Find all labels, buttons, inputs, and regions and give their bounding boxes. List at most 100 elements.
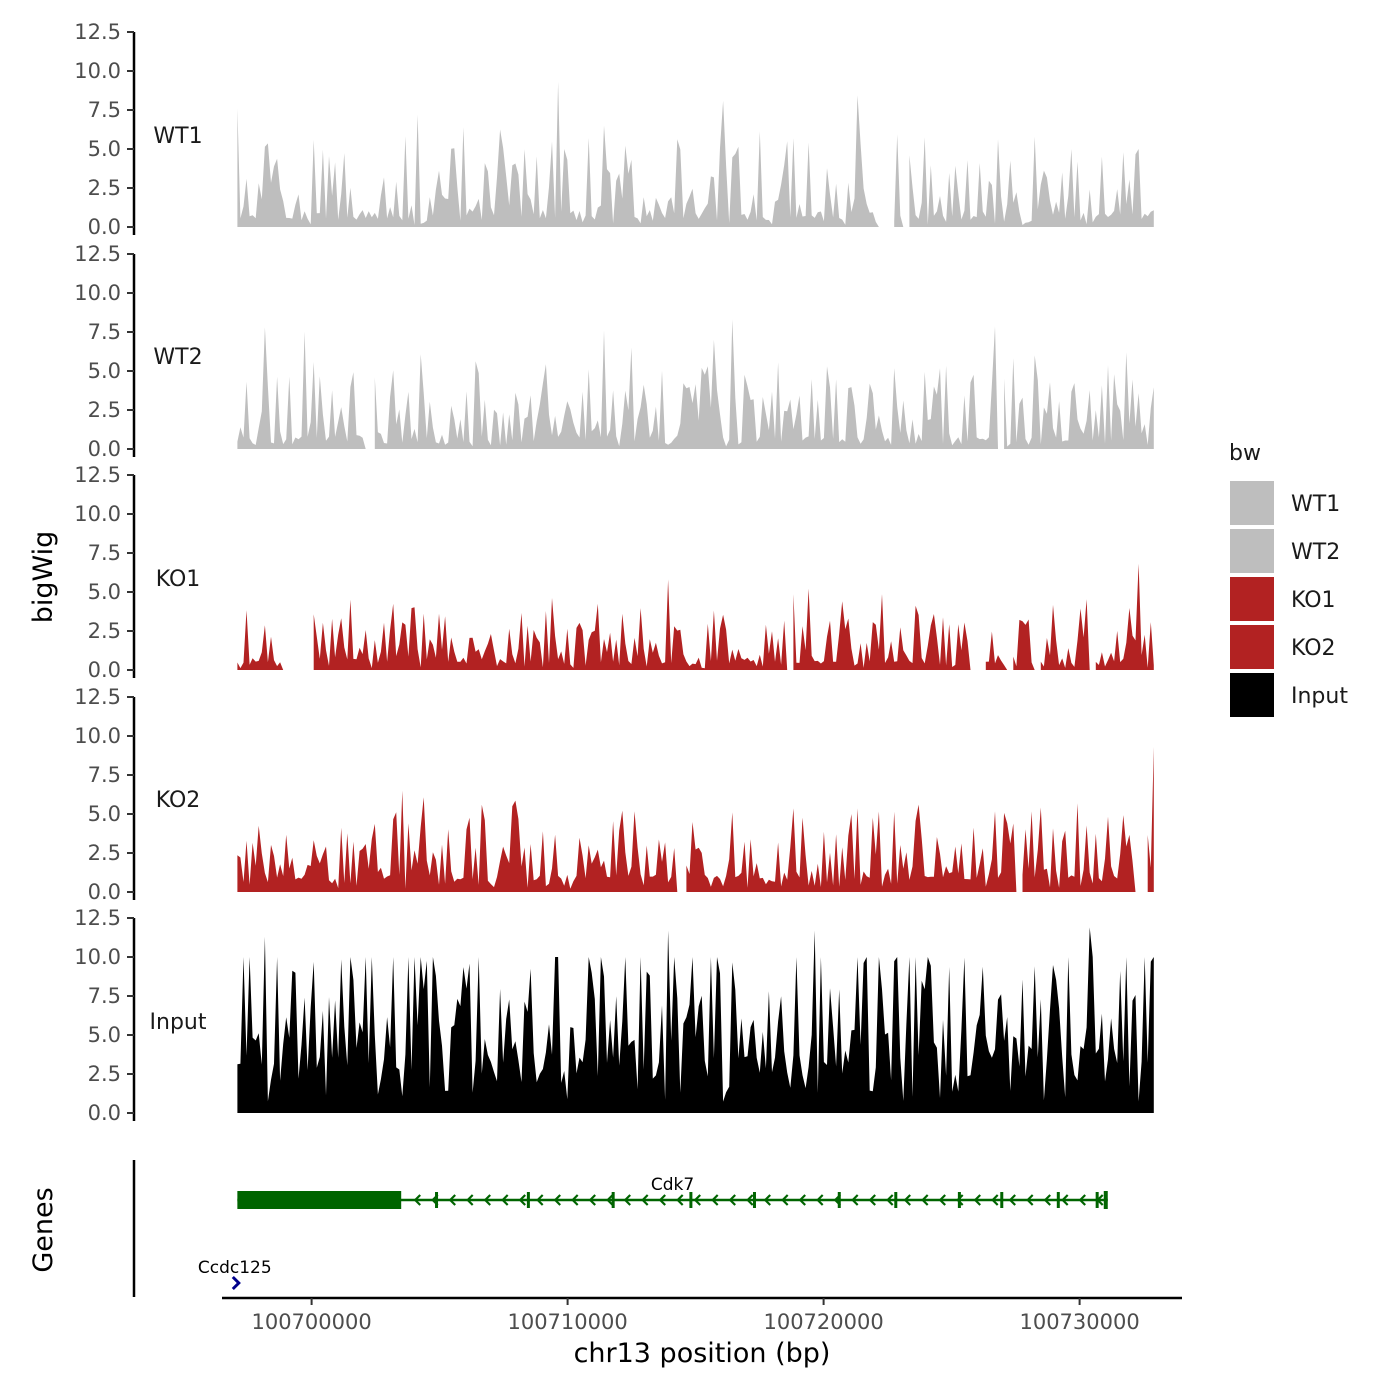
y-tick-label: 10.0 bbox=[74, 945, 121, 969]
legend: bw WT1 WT2 KO1 KO2 Input bbox=[1229, 441, 1348, 717]
strand-arrow bbox=[763, 1194, 771, 1206]
strand-arrow bbox=[938, 1194, 946, 1206]
strand-arrow bbox=[781, 1194, 789, 1206]
strand-arrow bbox=[501, 1194, 509, 1206]
strand-arrow bbox=[676, 1194, 684, 1206]
y-tick-label: 10.0 bbox=[74, 59, 121, 83]
y-tick-label: 7.5 bbox=[88, 541, 121, 565]
x-axis: 100700000 100710000 100720000 100730000 bbox=[222, 1296, 1182, 1334]
legend-label: Input bbox=[1291, 684, 1348, 709]
track-wt1: 0.0 2.5 5.0 7.5 10.0 12.5 WT1 bbox=[74, 20, 1154, 239]
signal-area bbox=[237, 319, 1154, 449]
y-tick-label: 12.5 bbox=[74, 242, 121, 266]
strand-arrow bbox=[518, 1194, 526, 1206]
strand-arrow bbox=[798, 1194, 806, 1206]
track-ko2: 0.0 2.5 5.0 7.5 10.0 12.5 KO2 bbox=[74, 685, 1154, 904]
gene-exon bbox=[1056, 1192, 1060, 1208]
y-tick-label: 5.0 bbox=[88, 802, 121, 826]
gene-exon bbox=[1000, 1192, 1004, 1208]
strand-arrow bbox=[903, 1194, 911, 1206]
y-tick-label: 0.0 bbox=[88, 880, 121, 904]
gene-exon bbox=[957, 1192, 961, 1208]
strand-arrow bbox=[448, 1194, 456, 1206]
strand-arrow bbox=[851, 1194, 859, 1206]
legend-label: KO1 bbox=[1291, 588, 1336, 613]
signal-area bbox=[237, 81, 1154, 228]
x-tick-label: 100710000 bbox=[507, 1310, 627, 1334]
x-tick-label: 100700000 bbox=[251, 1310, 371, 1334]
strand-arrow bbox=[973, 1194, 981, 1206]
y-tick-label: 0.0 bbox=[88, 437, 121, 461]
signal-area bbox=[237, 746, 1154, 892]
legend-label: WT1 bbox=[1291, 492, 1340, 517]
strand-arrow bbox=[868, 1194, 876, 1206]
strand-arrow bbox=[413, 1194, 421, 1206]
y-tick-label: 2.5 bbox=[88, 1062, 121, 1086]
y-tick-label: 12.5 bbox=[74, 906, 121, 930]
gene-ccdc125-arrow bbox=[231, 1275, 241, 1291]
track-input: 0.0 2.5 5.0 7.5 10.0 12.5 Input bbox=[74, 906, 1154, 1125]
y-tick-label: 0.0 bbox=[88, 658, 121, 682]
y-tick-label: 5.0 bbox=[88, 580, 121, 604]
y-tick-label: 10.0 bbox=[74, 724, 121, 748]
x-axis-title: chr13 position (bp) bbox=[574, 1338, 831, 1369]
y-tick-label: 7.5 bbox=[88, 320, 121, 344]
legend-key bbox=[1230, 673, 1274, 717]
bigwig-tracks: 0.0 2.5 5.0 7.5 10.0 12.5 WT1 0.0 2.5 5.0 7.5 10.0 1… bbox=[74, 20, 1154, 1125]
strand-arrow bbox=[571, 1194, 579, 1206]
y-tick-label: 10.0 bbox=[74, 281, 121, 305]
gene-exon bbox=[894, 1192, 898, 1208]
y-tick-label: 5.0 bbox=[88, 1023, 121, 1047]
strand-arrow bbox=[693, 1194, 701, 1206]
strand-arrow bbox=[991, 1194, 999, 1206]
signal-area bbox=[237, 927, 1154, 1113]
strand-arrow bbox=[921, 1194, 929, 1206]
gene-exon bbox=[1095, 1192, 1099, 1208]
gene-exon bbox=[435, 1192, 439, 1208]
strand-arrow bbox=[956, 1194, 964, 1206]
strand-arrow bbox=[483, 1194, 491, 1206]
strand-arrow bbox=[1026, 1194, 1034, 1206]
strand-arrow bbox=[728, 1194, 736, 1206]
y-tick-label: 2.5 bbox=[88, 841, 121, 865]
y-axis-title: bigWig bbox=[28, 531, 59, 624]
y-tick-label: 7.5 bbox=[88, 984, 121, 1008]
genes-track: Cdk7 Ccdc125 bbox=[132, 1160, 1108, 1297]
y-tick-label: 12.5 bbox=[74, 685, 121, 709]
gene-exon bbox=[689, 1192, 693, 1208]
genes-axis-title: Genes bbox=[28, 1187, 59, 1272]
strand-arrow bbox=[588, 1194, 596, 1206]
legend-title: bw bbox=[1229, 441, 1261, 466]
strand-arrow bbox=[746, 1194, 754, 1206]
y-tick-label: 2.5 bbox=[88, 398, 121, 422]
strand-arrow bbox=[816, 1194, 824, 1206]
strand-arrow bbox=[1061, 1194, 1069, 1206]
gene-exon bbox=[837, 1192, 841, 1208]
track-label: KO2 bbox=[156, 788, 201, 813]
x-tick-label: 100720000 bbox=[763, 1310, 883, 1334]
track-wt2: 0.0 2.5 5.0 7.5 10.0 12.5 WT2 bbox=[74, 242, 1154, 461]
y-tick-label: 7.5 bbox=[88, 98, 121, 122]
y-tick-label: 12.5 bbox=[74, 463, 121, 487]
y-tick-label: 2.5 bbox=[88, 619, 121, 643]
legend-key bbox=[1230, 577, 1274, 621]
gene-exon bbox=[1103, 1191, 1108, 1209]
x-tick-label: 100730000 bbox=[1019, 1310, 1139, 1334]
gene-exon bbox=[752, 1192, 756, 1208]
legend-key bbox=[1230, 625, 1274, 669]
track-label: WT2 bbox=[153, 345, 202, 370]
y-tick-label: 7.5 bbox=[88, 763, 121, 787]
gene-label: Cdk7 bbox=[651, 1175, 694, 1195]
strand-arrow bbox=[553, 1194, 561, 1206]
gene-exon bbox=[526, 1192, 530, 1208]
y-tick-label: 12.5 bbox=[74, 20, 121, 44]
gene-cdk7: Cdk7 bbox=[237, 1175, 1108, 1209]
strand-arrow bbox=[1078, 1194, 1086, 1206]
y-tick-label: 2.5 bbox=[88, 176, 121, 200]
legend-key bbox=[1230, 481, 1274, 525]
strand-arrow bbox=[606, 1194, 614, 1206]
gene-label: Ccdc125 bbox=[198, 1258, 272, 1278]
track-label: WT1 bbox=[153, 124, 202, 149]
strand-arrow bbox=[1008, 1194, 1016, 1206]
